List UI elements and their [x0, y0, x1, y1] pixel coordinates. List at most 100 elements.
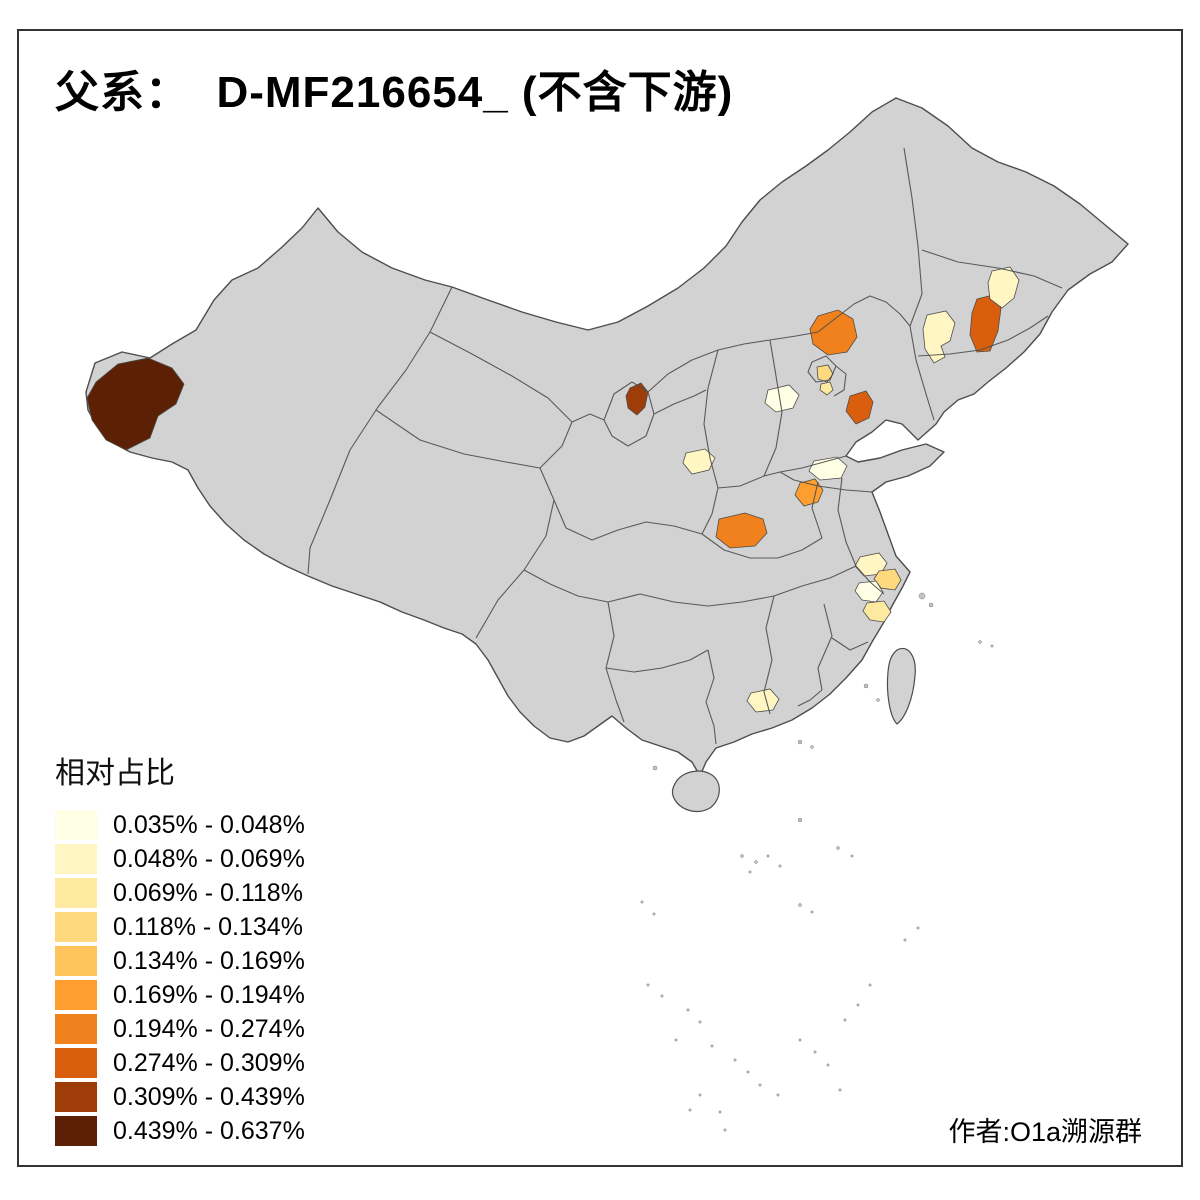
legend-label: 0.169% - 0.194% [113, 980, 305, 1009]
map-region-tianjin-coastal [845, 390, 874, 425]
province-border-line [701, 349, 719, 535]
province-border-line [921, 249, 1063, 289]
south-china-sea-islands [640, 592, 994, 1132]
province-border-line [917, 315, 1049, 357]
legend-swatch [55, 946, 97, 976]
province-borders [307, 147, 1063, 745]
legend-swatch [55, 1014, 97, 1044]
map-region-beijing-b [819, 381, 834, 396]
legend-label: 0.274% - 0.309% [113, 1048, 305, 1077]
province-border-line [763, 455, 847, 477]
province-border-line [639, 565, 857, 607]
province-border-line [903, 147, 935, 421]
map-region-ningxia-north [625, 382, 649, 416]
legend-row: 0.069% - 0.118% [55, 876, 305, 910]
legend-swatch [55, 1082, 97, 1112]
map-region-shandong-southwest [808, 456, 848, 481]
legend-row: 0.169% - 0.194% [55, 978, 305, 1012]
island-dot [740, 854, 744, 858]
legend-label: 0.134% - 0.169% [113, 946, 305, 975]
map-region-shanxi-south [682, 448, 716, 475]
map-region-shaoxing-ningbo [862, 600, 892, 623]
legend-label: 0.194% - 0.274% [113, 1014, 305, 1043]
province-border-line [475, 467, 555, 639]
map-region-hebei-central [764, 384, 800, 413]
legend-swatch [55, 980, 97, 1010]
province-border-line [647, 331, 819, 393]
island-dot [813, 1050, 817, 1054]
island-dot [836, 846, 840, 850]
island-dot [688, 1108, 692, 1112]
map-region-shanghai-jiaxing [873, 568, 902, 591]
legend-swatch [55, 844, 97, 874]
island-dot [868, 983, 872, 987]
island-dot [843, 1018, 847, 1022]
island-dot [876, 698, 880, 702]
island-dot [748, 870, 752, 874]
island-dot [978, 640, 982, 644]
map-title: 父系： D-MF216654_ (不含下游) [55, 68, 734, 117]
island-dot [674, 1038, 678, 1042]
province-border-line [817, 295, 911, 333]
legend-row: 0.439% - 0.637% [55, 1114, 305, 1148]
island-dot [686, 1008, 690, 1012]
island-dot [990, 644, 994, 648]
legend-swatch [55, 1048, 97, 1078]
province-border-line [653, 389, 707, 415]
island-dot [766, 854, 770, 858]
island-dot [810, 910, 814, 914]
island-dot [838, 1088, 842, 1092]
legend-swatch [55, 878, 97, 908]
island-dot [733, 1058, 737, 1062]
province-border-line [705, 649, 717, 745]
island-dot [778, 864, 782, 868]
province-border-line [375, 409, 541, 469]
legend-row: 0.048% - 0.069% [55, 842, 305, 876]
legend-label: 0.439% - 0.637% [113, 1116, 305, 1145]
legend-row: 0.194% - 0.274% [55, 1012, 305, 1046]
highlighted-regions [86, 266, 1020, 713]
island-dot [640, 900, 644, 904]
map-region-guangdong-central [746, 688, 780, 713]
legend-row: 0.118% - 0.134% [55, 910, 305, 944]
china-mainland-outline [85, 97, 1129, 777]
legend-swatch [55, 1116, 97, 1146]
province-border-line [797, 689, 823, 707]
map-region-henan-west [715, 512, 768, 549]
island-dot [928, 602, 934, 608]
province-border-line [701, 533, 823, 559]
island-dot [698, 1093, 702, 1097]
province-border-line [817, 603, 833, 691]
island-dot [710, 1044, 714, 1048]
province-border-line [779, 471, 873, 493]
taiwan-island [886, 647, 916, 725]
province-border-line [837, 477, 857, 567]
province-border-line [831, 637, 869, 651]
island-dot [798, 903, 802, 907]
island-dot [797, 817, 803, 823]
province-border-line [717, 475, 765, 489]
map-region-beijing-a [816, 364, 834, 383]
legend-label: 0.309% - 0.439% [113, 1082, 305, 1111]
province-border-line [553, 499, 703, 541]
legend-label: 0.035% - 0.048% [113, 810, 305, 839]
province-border-line [855, 565, 885, 595]
island-dot [798, 1038, 802, 1042]
legend-row: 0.274% - 0.309% [55, 1046, 305, 1080]
island-dot [850, 854, 854, 858]
legend-swatch [55, 912, 97, 942]
province-border-line [763, 595, 775, 715]
province-border-line [523, 569, 641, 603]
island-dot [810, 745, 814, 749]
island-dot [652, 912, 656, 916]
legend-swatch [55, 810, 97, 840]
island-dot [903, 938, 907, 942]
island-dot [826, 1063, 830, 1067]
legend-label: 0.069% - 0.118% [113, 878, 303, 907]
legend-title: 相对占比 [55, 757, 175, 790]
legend: 相对占比 0.035% - 0.048% 0.048% - 0.069% 0.069… [55, 748, 305, 1148]
island-dot [776, 1093, 780, 1097]
province-border-line [605, 649, 709, 673]
map-region-xinjiang-kashgar [86, 357, 185, 451]
